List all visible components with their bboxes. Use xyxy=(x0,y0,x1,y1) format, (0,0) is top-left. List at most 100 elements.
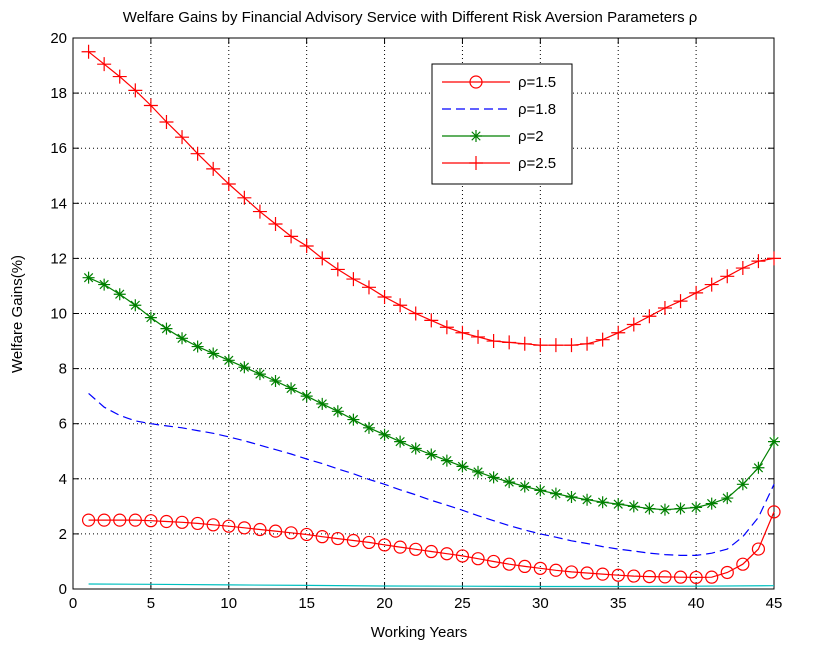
data-point-marker xyxy=(207,347,220,360)
data-point-marker xyxy=(440,454,453,467)
data-point-marker xyxy=(424,313,439,328)
data-point-marker xyxy=(113,513,127,527)
data-point-marker xyxy=(518,559,532,574)
data-point-marker xyxy=(518,480,531,493)
data-point-marker xyxy=(300,390,313,403)
data-point-marker xyxy=(82,271,95,284)
data-point-marker xyxy=(596,496,609,509)
data-point-marker xyxy=(487,471,500,484)
series-3 xyxy=(82,271,780,516)
data-point-marker xyxy=(237,521,251,535)
data-point-marker xyxy=(191,340,204,353)
x-tick-label: 0 xyxy=(69,595,77,612)
series-5 xyxy=(88,583,775,588)
data-point-marker xyxy=(361,280,376,295)
y-tick-label: 14 xyxy=(50,195,67,212)
data-point-marker xyxy=(689,285,704,300)
data-point-marker xyxy=(253,522,267,537)
data-point-marker xyxy=(315,251,330,266)
data-point-marker xyxy=(362,535,376,550)
data-point-marker xyxy=(175,130,190,145)
x-tick-label: 10 xyxy=(220,595,237,612)
data-point-marker xyxy=(81,513,96,527)
data-point-marker xyxy=(144,311,157,324)
data-point-marker xyxy=(347,413,360,426)
legend-box xyxy=(431,63,573,185)
legend-label: ρ=2.5 xyxy=(518,155,556,172)
x-tick-label: 5 xyxy=(147,595,155,612)
y-tick-label: 6 xyxy=(59,416,67,433)
data-point-marker xyxy=(705,570,719,584)
x-tick-label: 30 xyxy=(532,595,549,612)
data-point-marker xyxy=(409,442,422,455)
data-point-marker xyxy=(143,98,158,113)
data-point-marker xyxy=(471,552,485,566)
x-tick-label: 40 xyxy=(688,595,705,612)
data-point-marker xyxy=(720,269,735,284)
legend: ρ=1.5 ρ=1.8 ρ=2 ρ=2.5 xyxy=(431,63,573,185)
data-point-marker xyxy=(503,476,516,489)
legend-marker xyxy=(469,75,483,89)
data-point-marker xyxy=(580,566,594,580)
data-point-marker xyxy=(159,115,174,130)
data-point-marker xyxy=(378,428,391,441)
legend-marker xyxy=(470,130,482,142)
data-point-marker xyxy=(377,538,392,552)
data-point-marker xyxy=(704,277,719,292)
y-tick-label: 20 xyxy=(50,30,67,47)
data-point-marker xyxy=(331,405,344,418)
data-point-marker xyxy=(767,251,781,266)
series-line xyxy=(88,511,775,579)
data-point-marker xyxy=(300,527,314,542)
legend-item: ρ=1.5 xyxy=(442,74,556,91)
data-point-marker xyxy=(548,338,563,353)
y-tick-label: 8 xyxy=(59,361,67,378)
data-point-marker xyxy=(674,502,687,515)
data-point-marker xyxy=(81,44,96,59)
x-tick-label: 45 xyxy=(766,595,783,612)
y-axis-label: Welfare Gains(%) xyxy=(9,255,26,373)
data-point-marker xyxy=(487,554,501,569)
data-point-marker xyxy=(113,288,126,301)
data-point-marker xyxy=(129,299,142,312)
data-point-marker xyxy=(346,533,360,548)
data-point-marker xyxy=(128,83,143,98)
data-point-marker xyxy=(626,317,641,332)
legend-item: ρ=2.5 xyxy=(442,155,556,172)
data-point-marker xyxy=(299,239,314,254)
data-point-marker xyxy=(284,229,299,244)
data-point-marker xyxy=(752,461,765,474)
data-point-marker xyxy=(222,519,236,533)
y-tick-label: 4 xyxy=(59,471,67,488)
data-point-marker xyxy=(393,298,408,313)
data-point-marker xyxy=(534,484,547,497)
data-point-marker xyxy=(160,322,173,335)
data-point-marker xyxy=(159,514,174,529)
data-point-marker xyxy=(331,531,345,546)
data-point-marker xyxy=(720,565,734,580)
data-point-marker xyxy=(486,334,501,349)
data-point-marker xyxy=(394,435,407,448)
x-axis-label: Working Years xyxy=(371,624,467,641)
chart-title: Welfare Gains by Financial Advisory Serv… xyxy=(123,9,698,26)
x-tick-label: 35 xyxy=(610,595,627,612)
data-point-marker xyxy=(565,490,578,503)
data-point-marker xyxy=(440,547,454,561)
data-point-marker xyxy=(346,272,361,287)
data-point-marker xyxy=(657,300,672,315)
data-point-marker xyxy=(767,505,781,519)
data-point-marker xyxy=(658,503,671,516)
y-tick-label: 16 xyxy=(50,140,67,157)
data-point-marker xyxy=(362,421,375,434)
series-line xyxy=(88,277,775,511)
data-point-marker xyxy=(330,262,345,277)
data-point-marker xyxy=(689,570,703,585)
data-point-marker xyxy=(191,516,205,531)
data-point-marker xyxy=(268,216,283,231)
axes: 0 5 10 15 20 25 30 35 40 45 0 2 4 6 8 10 12 14 16 18 20 xyxy=(50,30,782,612)
data-point-marker xyxy=(705,497,718,510)
data-point-marker xyxy=(455,549,470,563)
data-point-marker xyxy=(721,492,734,505)
